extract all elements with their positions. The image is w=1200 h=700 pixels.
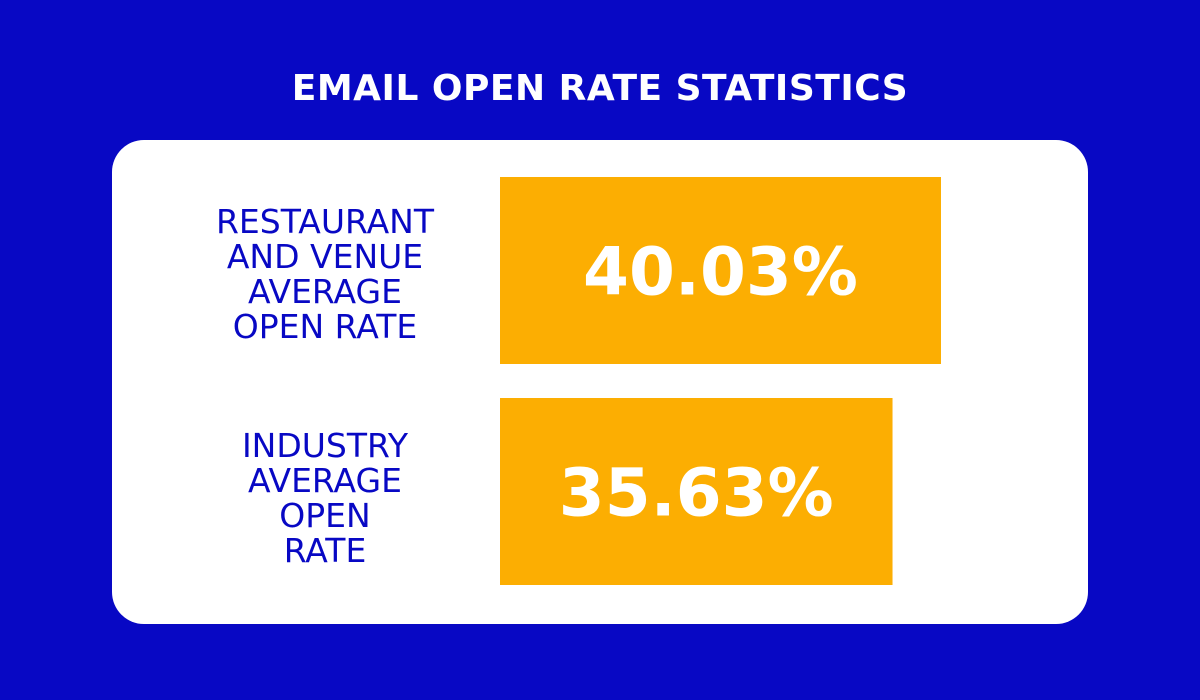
bar-value-label-0: 40.03%: [583, 234, 858, 311]
category-label-restaurant: RESTAURANT AND VENUE AVERAGE OPEN RATE: [215, 202, 435, 346]
chart-title: EMAIL OPEN RATE STATISTICS: [291, 68, 909, 109]
bar-1: [500, 398, 893, 585]
bar-value-label-1: 35.63%: [559, 455, 834, 532]
bar-0: [500, 177, 941, 364]
category-label-industry: INDUSTRY AVERAGE OPEN RATE: [241, 426, 409, 570]
